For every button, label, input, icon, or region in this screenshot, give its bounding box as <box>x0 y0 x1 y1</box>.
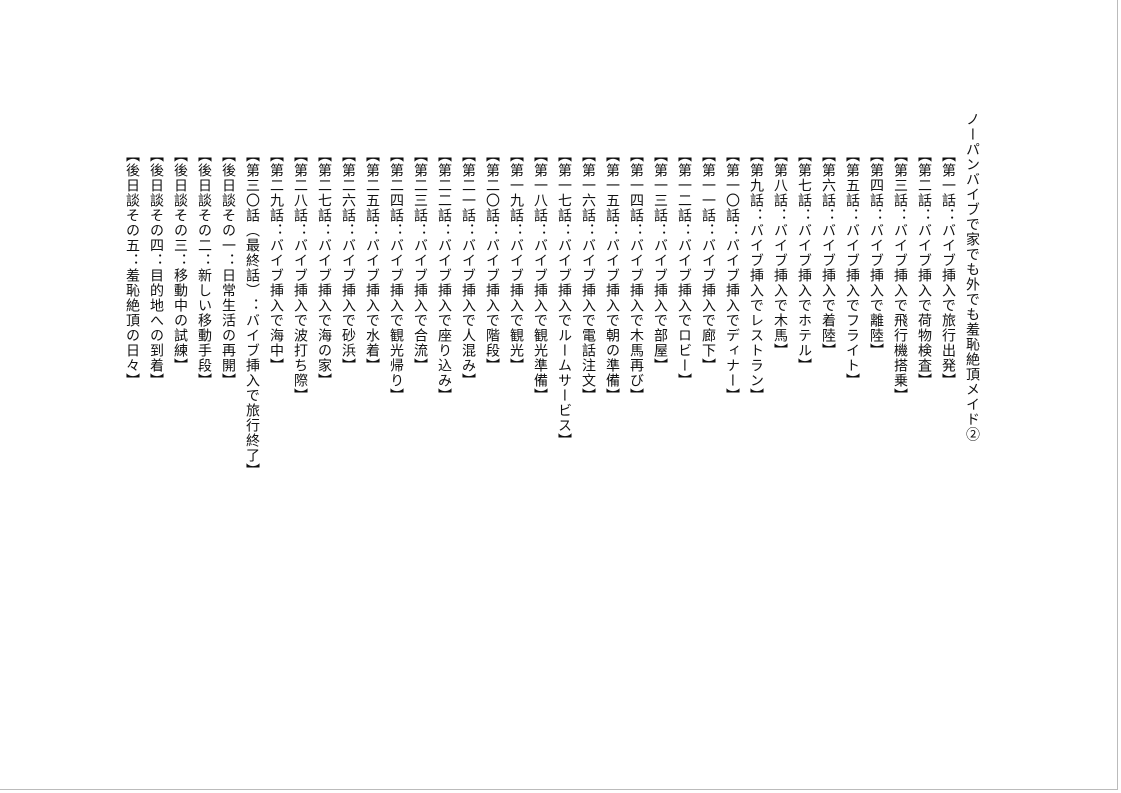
toc-entry: 【第一四話：バイブ挿入で木馬再び】 <box>628 148 644 403</box>
toc-entry: 【第二七話：バイブ挿入で海の家】 <box>316 148 332 388</box>
toc-entry: 【後日談その三：移動中の試練】 <box>172 148 188 373</box>
toc-entry: 【第九話：バイブ挿入でレストラン】 <box>748 148 764 403</box>
toc-entry: 【第三〇話（最終話）：バイブ挿入で旅行終了】 <box>244 148 260 478</box>
toc-entry: 【第七話：バイブ挿入でホテル】 <box>796 148 812 373</box>
toc-entry: 【第一二話：バイブ挿入でロビー】 <box>676 148 692 388</box>
toc-entry: 【第二六話：バイブ挿入で砂浜】 <box>340 148 356 373</box>
toc-entry: 【後日談その一：日常生活の再開】 <box>220 148 236 388</box>
toc-entry: 【第二四話：バイブ挿入で観光帰り】 <box>388 148 404 403</box>
toc-entry: 【第二二話：バイブ挿入で座り込み】 <box>436 148 452 403</box>
toc-entry: 【第一一話：バイブ挿入で廊下】 <box>700 148 716 373</box>
toc-entry: 【第一五話：バイブ挿入で朝の準備】 <box>604 148 620 403</box>
toc-entry: 【後日談その二：新しい移動手段】 <box>196 148 212 388</box>
toc-entry: 【第一八話：バイブ挿入で観光準備】 <box>532 148 548 403</box>
toc-entry: 【第一六話：バイブ挿入で電話注文】 <box>580 148 596 403</box>
toc-entry: 【第二五話：バイブ挿入で水着】 <box>364 148 380 373</box>
toc-entry: 【第一三話：バイブ挿入で部屋】 <box>652 148 668 373</box>
toc-entry: 【第三話：バイブ挿入で飛行機搭乗】 <box>892 148 908 403</box>
vertical-text: ノーパンバイブで家でも外でも羞恥絶頂メイド② 【第一話：バイブ挿入で旅行出発】【… <box>120 0 984 780</box>
document-title: ノーパンバイブで家でも外でも羞恥絶頂メイド② <box>964 112 980 442</box>
toc-entry: 【第一話：バイブ挿入で旅行出発】 <box>940 148 956 388</box>
toc-entry: 【第一〇話：バイブ挿入でディナー】 <box>724 148 740 403</box>
toc-entry: 【第二一話：バイブ挿入で人混み】 <box>460 148 476 388</box>
toc-entry: 【第四話：バイブ挿入で離陸】 <box>868 148 884 358</box>
toc-entry: 【第二九話：バイブ挿入で海中】 <box>268 148 284 373</box>
toc-entry: 【後日談その四：目的地への到着】 <box>148 148 164 388</box>
toc-entry: 【第六話：バイブ挿入で着陸】 <box>820 148 836 358</box>
toc-entry: 【第一九話：バイブ挿入で観光】 <box>508 148 524 373</box>
toc-entry: 【後日談その五：羞恥絶頂の日々】 <box>124 148 140 388</box>
toc-entry: 【第二話：バイブ挿入で荷物検査】 <box>916 148 932 388</box>
toc-entry: 【第五話：バイブ挿入でフライト】 <box>844 148 860 388</box>
toc-entry: 【第二八話：バイブ挿入で波打ち際】 <box>292 148 308 403</box>
toc-entry: 【第八話：バイブ挿入で木馬】 <box>772 148 788 358</box>
toc-entry: 【第二三話：バイブ挿入で合流】 <box>412 148 428 373</box>
toc-entry: 【第二〇話：バイブ挿入で階段】 <box>484 148 500 373</box>
toc-entry: 【第一七話：バイブ挿入でルームサービス】 <box>556 148 572 448</box>
